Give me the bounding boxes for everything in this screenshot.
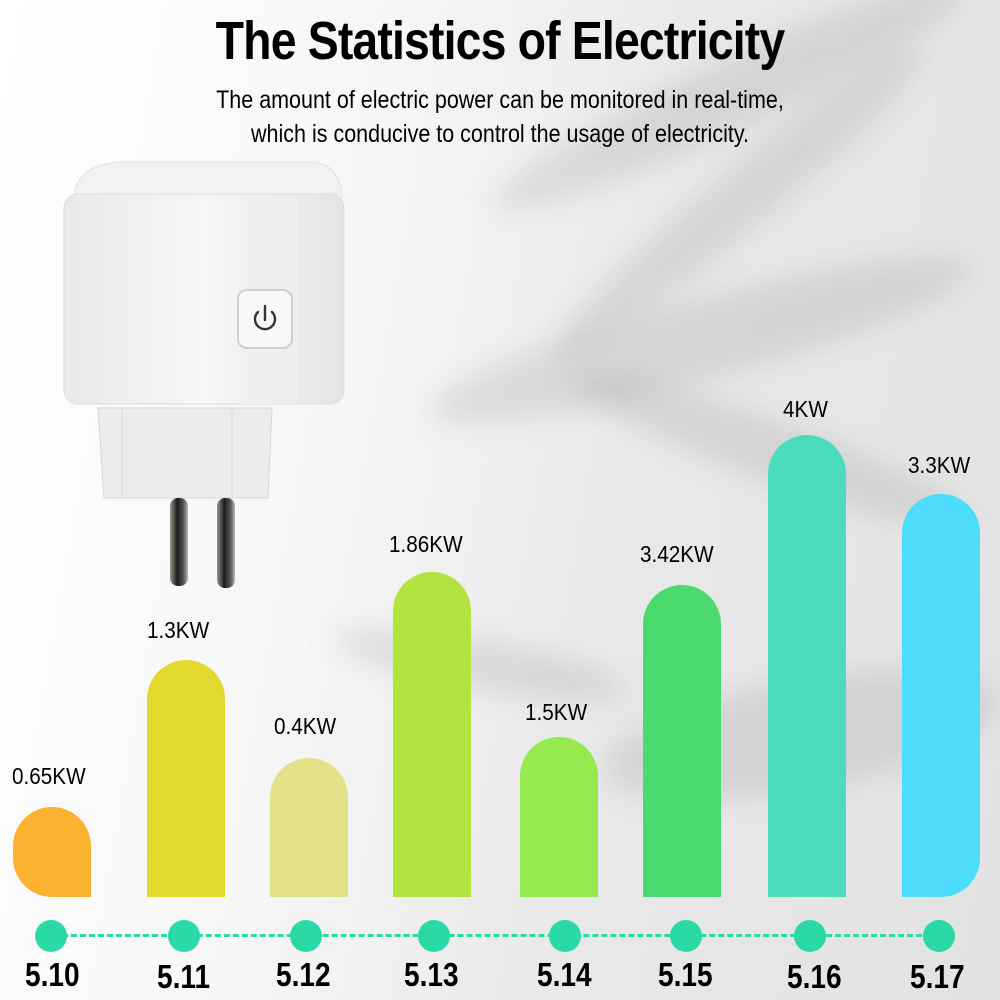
subtitle-line-2: which is conducive to control the usage … [251, 120, 749, 148]
x-tick-5-13: 5.13 [404, 956, 459, 993]
timeline-dot-5-16 [794, 920, 826, 952]
timeline-dashed-line [53, 934, 940, 937]
page-title: The Statistics of Electricity [215, 11, 786, 71]
timeline-dot-5-12 [290, 920, 322, 952]
timeline-dot-5-13 [418, 920, 450, 952]
smart-plug-image [63, 161, 345, 588]
bar-label-5-14: 1.5KW [525, 699, 588, 725]
bar-5-13 [393, 572, 471, 897]
timeline-dot-5-11 [168, 920, 200, 952]
power-button [237, 289, 293, 349]
bar-5-12 [270, 758, 348, 897]
bar-label-5-13: 1.86KW [389, 531, 463, 557]
bar-label-5-12: 0.4KW [274, 713, 337, 739]
timeline-dot-5-15 [670, 920, 702, 952]
bar-5-16 [768, 435, 846, 897]
x-tick-5-16: 5.16 [787, 958, 842, 995]
timeline-dot-5-14 [549, 920, 581, 952]
bar-label-5-17: 3.3KW [908, 452, 971, 478]
bar-5-10 [13, 807, 91, 897]
timeline-dot-5-10 [35, 920, 67, 952]
x-tick-5-11: 5.11 [157, 958, 211, 995]
bar-label-5-15: 3.42KW [640, 541, 714, 567]
x-tick-5-14: 5.14 [537, 956, 592, 993]
bar-label-5-10: 0.65KW [12, 763, 86, 789]
x-tick-5-10: 5.10 [25, 956, 80, 993]
bar-5-14 [520, 737, 598, 897]
bar-5-17 [902, 494, 980, 897]
power-icon [253, 304, 277, 331]
x-tick-5-12: 5.12 [276, 956, 331, 993]
bar-label-5-11: 1.3KW [147, 617, 210, 643]
subtitle-line-1: The amount of electric power can be moni… [216, 86, 784, 114]
timeline-dot-5-17 [923, 920, 955, 952]
x-tick-5-17: 5.17 [910, 958, 965, 995]
bar-5-11 [147, 660, 225, 897]
x-tick-5-15: 5.15 [658, 956, 713, 993]
bar-label-5-16: 4KW [783, 396, 828, 422]
bar-5-15 [643, 585, 721, 897]
